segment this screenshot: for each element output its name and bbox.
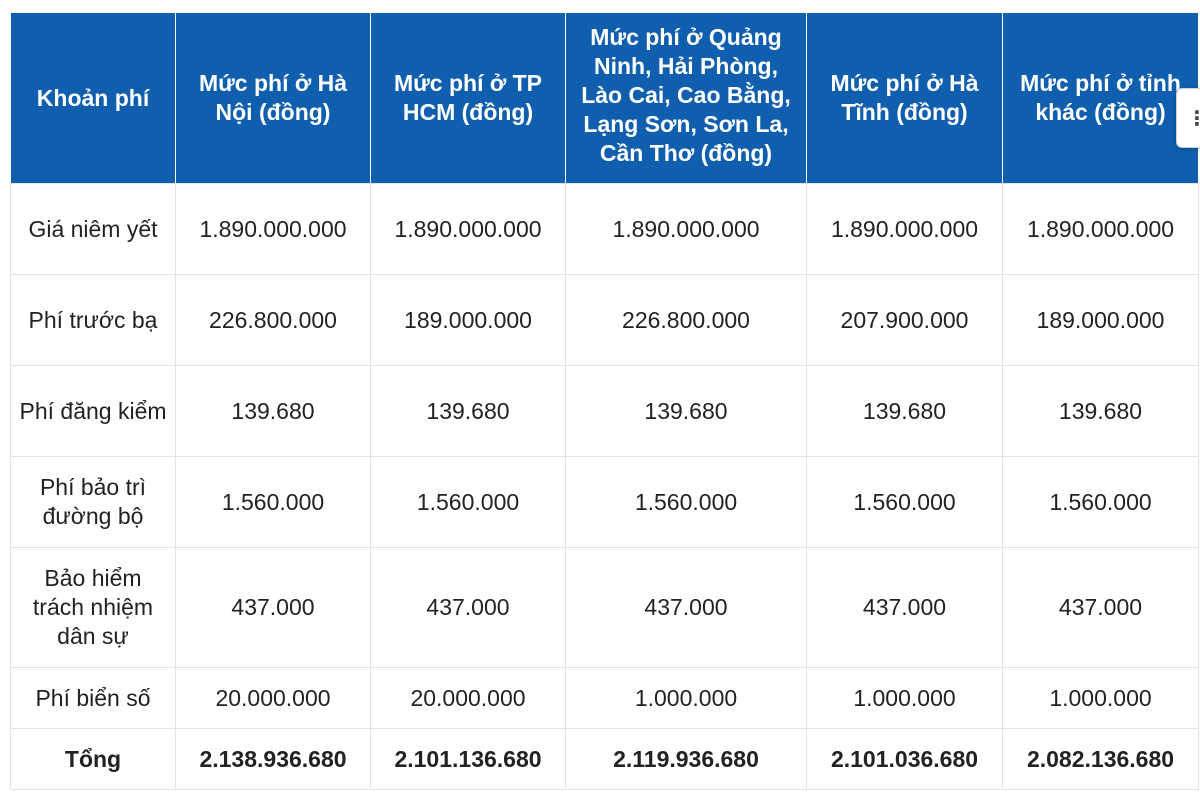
table-cell: 226.800.000 <box>565 274 807 366</box>
table-cell: 1.000.000 <box>806 667 1003 729</box>
table-cell: 189.000.000 <box>1002 274 1199 366</box>
header-tp-hcm: Mức phí ở TP HCM (đồng) <box>370 13 566 184</box>
table-cell: 437.000 <box>175 547 371 668</box>
table-cell: 1.000.000 <box>565 667 807 729</box>
row-label: Phí đăng kiểm <box>10 365 176 457</box>
header-ha-tinh: Mức phí ở Hà Tĩnh (đồng) <box>806 13 1003 184</box>
table-cell: 20.000.000 <box>175 667 371 729</box>
table-cell: 437.000 <box>1002 547 1199 668</box>
table-row: Phí đăng kiểm 139.680 139.680 139.680 13… <box>10 365 1199 457</box>
header-fee-item: Khoản phí <box>10 13 176 184</box>
table-cell: 437.000 <box>565 547 807 668</box>
table-cell: 1.560.000 <box>370 456 566 548</box>
table-cell: 20.000.000 <box>370 667 566 729</box>
table-cell: 437.000 <box>806 547 1003 668</box>
table-row: Phí biển số 20.000.000 20.000.000 1.000.… <box>10 667 1199 729</box>
fee-comparison-table: Khoản phí Mức phí ở Hà Nội (đồng) Mức ph… <box>10 13 1199 790</box>
table-cell: 1.560.000 <box>1002 456 1199 548</box>
table-cell: 139.680 <box>565 365 807 457</box>
more-vertical-icon: ⋮ <box>1187 107 1200 130</box>
table-cell: 139.680 <box>806 365 1003 457</box>
table-row: Giá niêm yết 1.890.000.000 1.890.000.000… <box>10 183 1199 275</box>
table-cell: 1.890.000.000 <box>1002 183 1199 275</box>
row-label: Phí bảo trì đường bộ <box>10 456 176 548</box>
table-cell: 1.890.000.000 <box>175 183 371 275</box>
table-header-row: Khoản phí Mức phí ở Hà Nội (đồng) Mức ph… <box>10 13 1199 184</box>
row-label: Bảo hiểm trách nhiệm dân sự <box>10 547 176 668</box>
row-label: Phí trước bạ <box>10 274 176 366</box>
table-total-row: Tổng 2.138.936.680 2.101.136.680 2.119.9… <box>10 728 1199 790</box>
table-cell: 189.000.000 <box>370 274 566 366</box>
header-group-provinces: Mức phí ở Quảng Ninh, Hải Phòng, Lào Cai… <box>565 13 807 184</box>
table-cell: 139.680 <box>1002 365 1199 457</box>
header-ha-noi: Mức phí ở Hà Nội (đồng) <box>175 13 371 184</box>
table-cell: 1.560.000 <box>806 456 1003 548</box>
total-cell: 2.119.936.680 <box>565 728 807 790</box>
table-cell: 139.680 <box>370 365 566 457</box>
total-cell: 2.101.036.680 <box>806 728 1003 790</box>
table-cell: 226.800.000 <box>175 274 371 366</box>
total-cell: 2.082.136.680 <box>1002 728 1199 790</box>
table-cell: 437.000 <box>370 547 566 668</box>
row-label: Phí biển số <box>10 667 176 729</box>
table-cell: 1.890.000.000 <box>565 183 807 275</box>
table-cell: 207.900.000 <box>806 274 1003 366</box>
table-row: Phí trước bạ 226.800.000 189.000.000 226… <box>10 274 1199 366</box>
table-cell: 1.560.000 <box>175 456 371 548</box>
total-label: Tổng <box>10 728 176 790</box>
table-cell: 1.890.000.000 <box>806 183 1003 275</box>
table-cell: 1.560.000 <box>565 456 807 548</box>
row-label: Giá niêm yết <box>10 183 176 275</box>
total-cell: 2.101.136.680 <box>370 728 566 790</box>
header-other-provinces: Mức phí ở tỉnh khác (đồng) <box>1002 13 1199 184</box>
table-cell: 1.890.000.000 <box>370 183 566 275</box>
table-row: Phí bảo trì đường bộ 1.560.000 1.560.000… <box>10 456 1199 548</box>
side-menu-button[interactable]: ⋮ <box>1176 88 1200 148</box>
total-cell: 2.138.936.680 <box>175 728 371 790</box>
table-row: Bảo hiểm trách nhiệm dân sự 437.000 437.… <box>10 547 1199 668</box>
table-cell: 1.000.000 <box>1002 667 1199 729</box>
table-cell: 139.680 <box>175 365 371 457</box>
